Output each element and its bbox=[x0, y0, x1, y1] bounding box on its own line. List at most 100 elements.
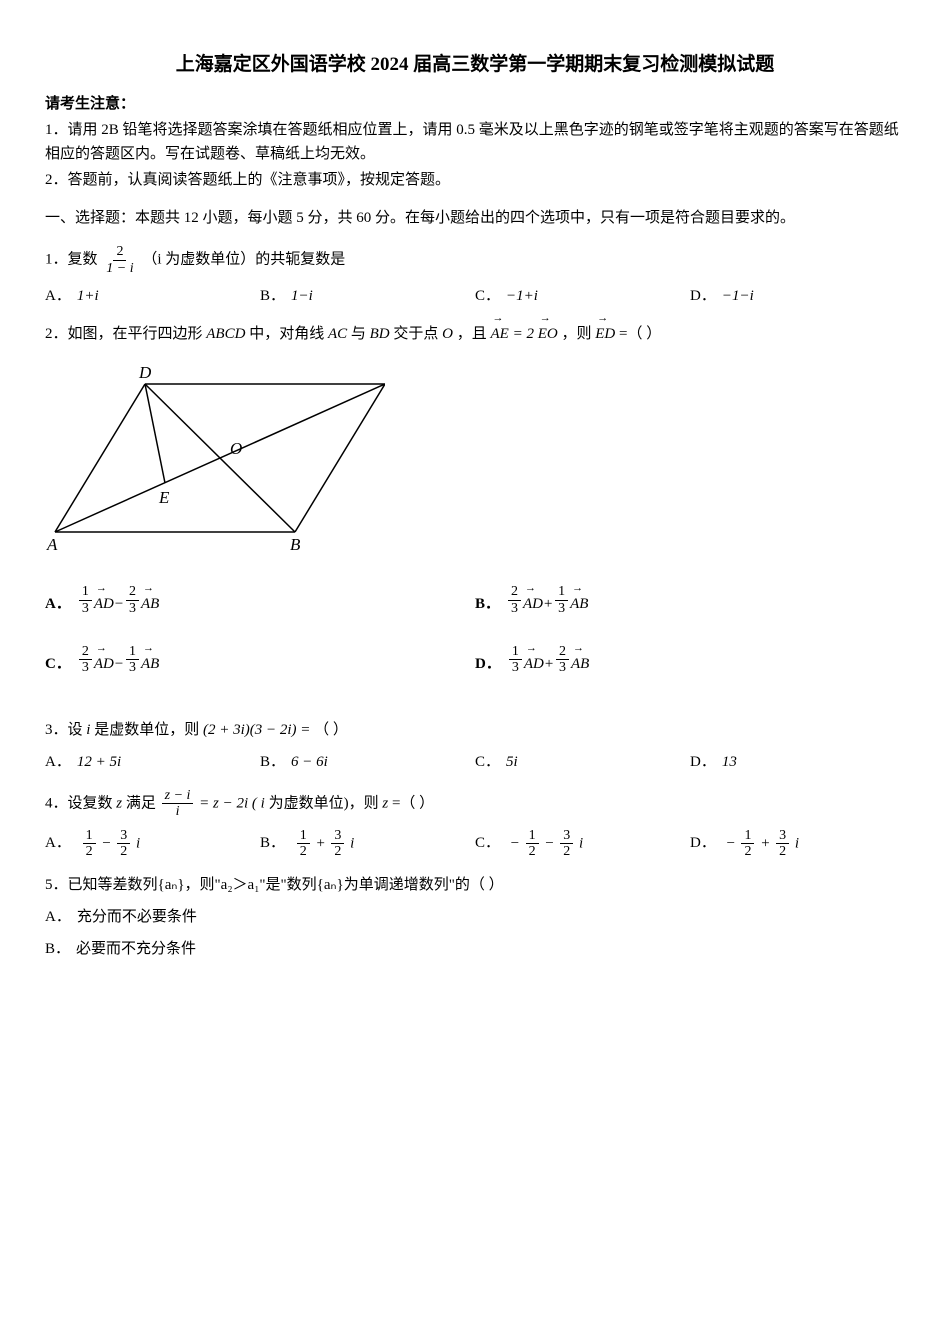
q2-optC-f2: 13 bbox=[126, 644, 139, 676]
q2-eo: EO bbox=[538, 322, 558, 346]
q3-mid: 是虚数单位，则 bbox=[94, 722, 199, 738]
d: 2 bbox=[117, 844, 130, 859]
d: 3 bbox=[79, 660, 92, 675]
d: 3 bbox=[79, 601, 92, 616]
q4-optD-op: + bbox=[760, 835, 774, 851]
d: 2 bbox=[560, 844, 573, 859]
q2-ae: AE bbox=[491, 322, 509, 346]
q3-optD-label: D． bbox=[690, 754, 716, 770]
q4-optB-i: i bbox=[350, 835, 354, 851]
q4-mid2: = z − 2i ( bbox=[199, 795, 257, 811]
n: 1 bbox=[297, 828, 310, 844]
q4-options: A． 12 − 32 i B． 12 + 32 i C． − 12 − 32 i… bbox=[45, 828, 905, 860]
q4-optD-f1: 12 bbox=[741, 828, 754, 860]
q4-fraction: z − i i bbox=[162, 788, 194, 820]
q4-optC: C． − 12 − 32 i bbox=[475, 828, 690, 860]
d: 3 bbox=[126, 660, 139, 675]
q1-frac-num: 2 bbox=[113, 244, 126, 260]
q4-optD-neg: − bbox=[726, 835, 736, 851]
q2-optC-AD: AD bbox=[94, 652, 114, 676]
q1-fraction: 2 1 − i bbox=[103, 244, 136, 276]
d: 3 bbox=[509, 660, 522, 675]
q2-mid4: ，且 bbox=[457, 326, 487, 342]
q2-optC-AB: AB bbox=[141, 652, 159, 676]
q4-z: z bbox=[116, 795, 122, 811]
question-2: 2．如图，在平行四边形 ABCD 中，对角线 AC 与 BD 交于点 O ，且 … bbox=[45, 322, 905, 346]
d: 3 bbox=[508, 601, 521, 616]
svg-text:D: D bbox=[138, 363, 152, 382]
section-header: 一、选择题：本题共 12 小题，每小题 5 分，共 60 分。在每小题给出的四个… bbox=[45, 206, 905, 230]
q2-optD-f2: 23 bbox=[556, 644, 569, 676]
notice-line2: 2．答题前，认真阅读答题纸上的《注意事项》，按规定答题。 bbox=[45, 168, 905, 192]
q4-optC-neg: − bbox=[510, 835, 520, 851]
q5-optA: A．充分而不必要条件 bbox=[45, 905, 905, 929]
q2-eq: = 2 bbox=[513, 326, 534, 342]
q1-suffix: （i 为虚数单位）的共轭复数是 bbox=[142, 252, 345, 268]
q2-optD-f1: 13 bbox=[509, 644, 522, 676]
n: 2 bbox=[556, 644, 569, 660]
q2-mid3: 交于点 bbox=[393, 326, 438, 342]
q2-optA-f2: 23 bbox=[126, 584, 139, 616]
n: 1 bbox=[126, 644, 139, 660]
q1-options: A．1+i B．1−i C．−1+i D．−1−i bbox=[45, 284, 905, 308]
q4-frac-num: z − i bbox=[162, 788, 194, 804]
q4-optB: B． 12 + 32 i bbox=[260, 828, 475, 860]
svg-text:O: O bbox=[230, 439, 242, 458]
q4-suffix: =（ ） bbox=[392, 795, 434, 811]
q1-optC-val: −1+i bbox=[506, 288, 538, 304]
notice-line1: 1．请用 2B 铅笔将选择题答案涂填在答题纸相应位置上，请用 0.5 毫米及以上… bbox=[45, 118, 905, 166]
q1-optB-val: 1−i bbox=[291, 288, 313, 304]
q4-optC-i: i bbox=[579, 835, 583, 851]
q4-optD-label: D． bbox=[690, 835, 716, 851]
q4-optC-op: − bbox=[544, 835, 558, 851]
q2-mid2: 与 bbox=[351, 326, 366, 342]
question-4: 4．设复数 z 满足 z − i i = z − 2i ( i 为虚数单位)，则… bbox=[45, 788, 905, 820]
q4-optB-op: + bbox=[316, 835, 330, 851]
q1-optC: C．−1+i bbox=[475, 284, 690, 308]
q4-optB-label: B． bbox=[260, 835, 285, 851]
q2-prefix: 2．如图，在平行四边形 bbox=[45, 326, 203, 342]
q3-optD: D．13 bbox=[690, 750, 905, 774]
n: 1 bbox=[79, 584, 92, 600]
q3-prefix: 3．设 bbox=[45, 722, 83, 738]
q2-optB-op: + bbox=[543, 592, 553, 616]
n: 2 bbox=[79, 644, 92, 660]
q2-optC: C． 23 AD − 13 AB bbox=[45, 644, 475, 676]
n: 3 bbox=[560, 828, 573, 844]
q5-optB-val: 必要而不充分条件 bbox=[76, 941, 196, 957]
q4-optA-op: − bbox=[101, 835, 115, 851]
q2-optB-f2: 13 bbox=[555, 584, 568, 616]
q2-mid5: ，则 bbox=[561, 326, 591, 342]
q4-optD: D． − 12 + 32 i bbox=[690, 828, 905, 860]
q2-options: A． 13 AD − 23 AB B． 23 AD + 13 AB C． 23 … bbox=[45, 584, 905, 704]
q3-optA-label: A． bbox=[45, 754, 71, 770]
q2-optC-label: C． bbox=[45, 652, 71, 676]
question-1: 1．复数 2 1 − i （i 为虚数单位）的共轭复数是 bbox=[45, 244, 905, 276]
q2-optB-f1: 23 bbox=[508, 584, 521, 616]
q4-optA-f1: 12 bbox=[83, 828, 96, 860]
question-3: 3．设 i 是虚数单位，则 (2 + 3i)(3 − 2i) = （ ） bbox=[45, 718, 905, 742]
notice-header: 请考生注意： bbox=[45, 92, 905, 116]
d: 2 bbox=[776, 844, 789, 859]
q2-optC-f1: 23 bbox=[79, 644, 92, 676]
q4-mid3: 为虚数单位)，则 bbox=[269, 795, 379, 811]
q4-optD-i: i bbox=[795, 835, 799, 851]
n: 1 bbox=[741, 828, 754, 844]
q4-optA: A． 12 − 32 i bbox=[45, 828, 260, 860]
q1-optA: A．1+i bbox=[45, 284, 260, 308]
n: 3 bbox=[117, 828, 130, 844]
d: 3 bbox=[555, 601, 568, 616]
q4-frac-den: i bbox=[173, 804, 183, 819]
q2-suffix: =（ ） bbox=[619, 326, 661, 342]
q4-optA-label: A． bbox=[45, 835, 71, 851]
n: 3 bbox=[776, 828, 789, 844]
q5-optB: B． 必要而不充分条件 bbox=[45, 937, 905, 961]
q3-optB-label: B． bbox=[260, 754, 285, 770]
q5-optA-label: A． bbox=[45, 909, 71, 925]
d: 2 bbox=[526, 844, 539, 859]
q1-optD-label: D． bbox=[690, 288, 716, 304]
q5-optB-label: B． bbox=[45, 941, 70, 957]
q4-optD-f2: 32 bbox=[776, 828, 789, 860]
q4-optA-i: i bbox=[136, 835, 140, 851]
q3-optA: A．12 + 5i bbox=[45, 750, 260, 774]
